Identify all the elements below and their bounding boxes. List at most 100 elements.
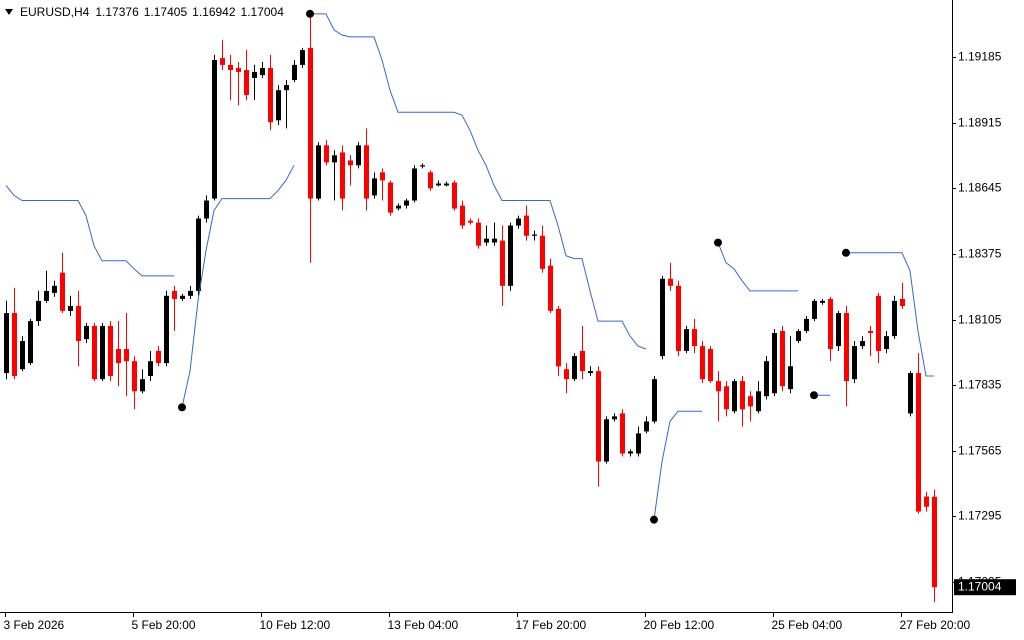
y-tick-label: 1.18915 — [958, 116, 1002, 130]
y-tick-label: 1.18645 — [958, 181, 1002, 195]
candle-body — [412, 168, 417, 201]
price-tag-label: 1.17004 — [958, 579, 1002, 593]
price-tag — [954, 579, 1016, 596]
candle-body — [140, 379, 145, 392]
candle-body — [404, 200, 409, 206]
candle-body — [44, 290, 49, 301]
signal-dot — [650, 515, 658, 524]
candle-body — [388, 182, 393, 213]
candle-body — [100, 325, 105, 380]
candle-body — [900, 298, 905, 306]
candle-body — [884, 336, 889, 350]
candle-body — [820, 300, 825, 303]
x-tick-label: 25 Feb 04:00 — [772, 618, 843, 632]
signal-dot — [178, 403, 186, 412]
candle-body — [756, 391, 761, 412]
last-low: 1.16942 — [192, 5, 236, 19]
candle-body — [348, 160, 353, 166]
candle-body — [876, 295, 881, 351]
candle-body — [244, 69, 249, 96]
candle-body — [508, 225, 513, 286]
candle-body — [364, 145, 369, 199]
candle-body — [36, 300, 41, 322]
candle-body — [324, 145, 329, 163]
candle-body — [124, 349, 129, 362]
candle-body — [276, 90, 281, 121]
candle-body — [556, 308, 561, 367]
candle-body — [572, 356, 577, 380]
menu-triangle[interactable] — [5, 9, 13, 15]
candle-body — [772, 332, 777, 394]
candle-body — [372, 178, 377, 196]
candle-body — [932, 496, 937, 588]
candle-body — [596, 371, 601, 462]
candle-body — [924, 496, 929, 507]
candle-body — [148, 361, 153, 376]
candle-body — [676, 285, 681, 351]
candle-body — [436, 183, 441, 186]
y-tick-label: 1.18375 — [958, 247, 1002, 261]
signal-dot — [810, 391, 818, 400]
candle-body — [692, 329, 697, 347]
candle-body — [788, 366, 793, 390]
candle-body — [332, 155, 337, 163]
candle-body — [292, 64, 297, 80]
candle-body — [724, 386, 729, 410]
candle-body — [132, 361, 137, 392]
y-tick-label: 1.18105 — [958, 313, 1002, 327]
candle-body — [236, 68, 241, 72]
candle-body — [228, 64, 233, 70]
candle-body — [4, 313, 9, 374]
candle-body — [532, 234, 537, 236]
candle-body — [340, 152, 345, 199]
last-high: 1.17405 — [144, 5, 188, 19]
candle-body — [92, 325, 97, 380]
candle-body — [564, 369, 569, 380]
candle-body — [628, 451, 633, 454]
stop-line — [5, 13, 934, 377]
candle-body — [700, 346, 705, 380]
candle-body — [644, 421, 649, 432]
candle-body — [708, 349, 713, 382]
plot-area — [4, 9, 937, 603]
candle-body — [860, 340, 865, 347]
candle-body — [612, 416, 617, 420]
y-tick-label: 1.17295 — [958, 509, 1002, 523]
candle-body — [540, 235, 545, 269]
candle-body — [652, 379, 657, 422]
x-tick-label: 5 Feb 20:00 — [132, 618, 196, 632]
candle-body — [68, 306, 73, 311]
candle-body — [740, 381, 745, 410]
candle-body — [380, 172, 385, 181]
chart-header: EURUSD,H4 1.17376 1.17405 1.16942 1.17004 — [20, 5, 284, 19]
candle-body — [396, 205, 401, 209]
candle-body — [108, 325, 113, 376]
y-tick-label: 1.19185 — [958, 50, 1002, 64]
candle-body — [268, 68, 273, 123]
candle-body — [828, 298, 833, 350]
candle-body — [764, 361, 769, 397]
candle-body — [316, 145, 321, 199]
candle-body — [732, 381, 737, 412]
candle-body — [620, 413, 625, 454]
signal-dot — [714, 238, 722, 247]
candle-body — [164, 295, 169, 364]
candle-body — [428, 172, 433, 189]
candle-body — [516, 218, 521, 226]
candle-body — [892, 300, 897, 337]
candle-body — [500, 240, 505, 286]
candle-body — [684, 329, 689, 351]
candle-body — [52, 285, 57, 293]
chart-title: EURUSD,H4 — [20, 5, 90, 19]
candle-body — [660, 278, 665, 357]
candle-body — [188, 290, 193, 296]
candle-body — [28, 321, 33, 364]
candle-body — [476, 222, 481, 246]
candle-body — [812, 300, 817, 319]
candle-body — [460, 205, 465, 226]
candle-body — [156, 350, 161, 364]
candle-body — [220, 58, 225, 65]
candle-body — [260, 68, 265, 76]
x-tick-label: 17 Feb 20:00 — [516, 618, 587, 632]
